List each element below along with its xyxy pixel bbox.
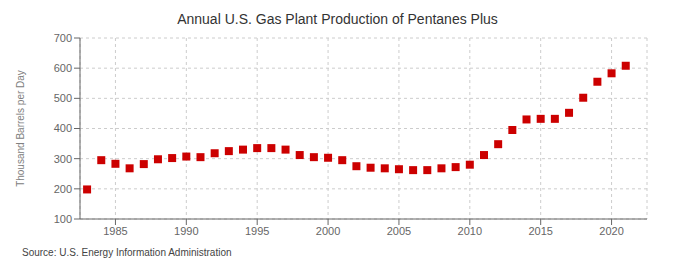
- svg-text:2005: 2005: [387, 225, 411, 237]
- html-text:Annual U.S. Gas Plant Producti: Annual U.S. Gas Plant Production of Pent…: [177, 11, 498, 27]
- svg-text:700: 700: [54, 32, 72, 44]
- svg-text:300: 300: [54, 153, 72, 165]
- svg-text:1985: 1985: [103, 225, 127, 237]
- svg-text:Thousand Barrels per Day: Thousand Barrels per Day: [15, 70, 26, 187]
- svg-text:500: 500: [54, 92, 72, 104]
- svg-text:100: 100: [54, 213, 72, 225]
- svg-text:2000: 2000: [316, 225, 340, 237]
- html-text:Source: U.S. Energy Informatio: Source: U.S. Energy Information Administ…: [22, 247, 232, 258]
- svg-text:1990: 1990: [174, 225, 198, 237]
- svg-text:2010: 2010: [458, 225, 482, 237]
- svg-text:200: 200: [54, 183, 72, 195]
- svg-text:1995: 1995: [245, 225, 269, 237]
- svg-text:400: 400: [54, 122, 72, 134]
- svg-text:2015: 2015: [528, 225, 552, 237]
- svg-text:600: 600: [54, 62, 72, 74]
- svg-text:2020: 2020: [599, 225, 623, 237]
